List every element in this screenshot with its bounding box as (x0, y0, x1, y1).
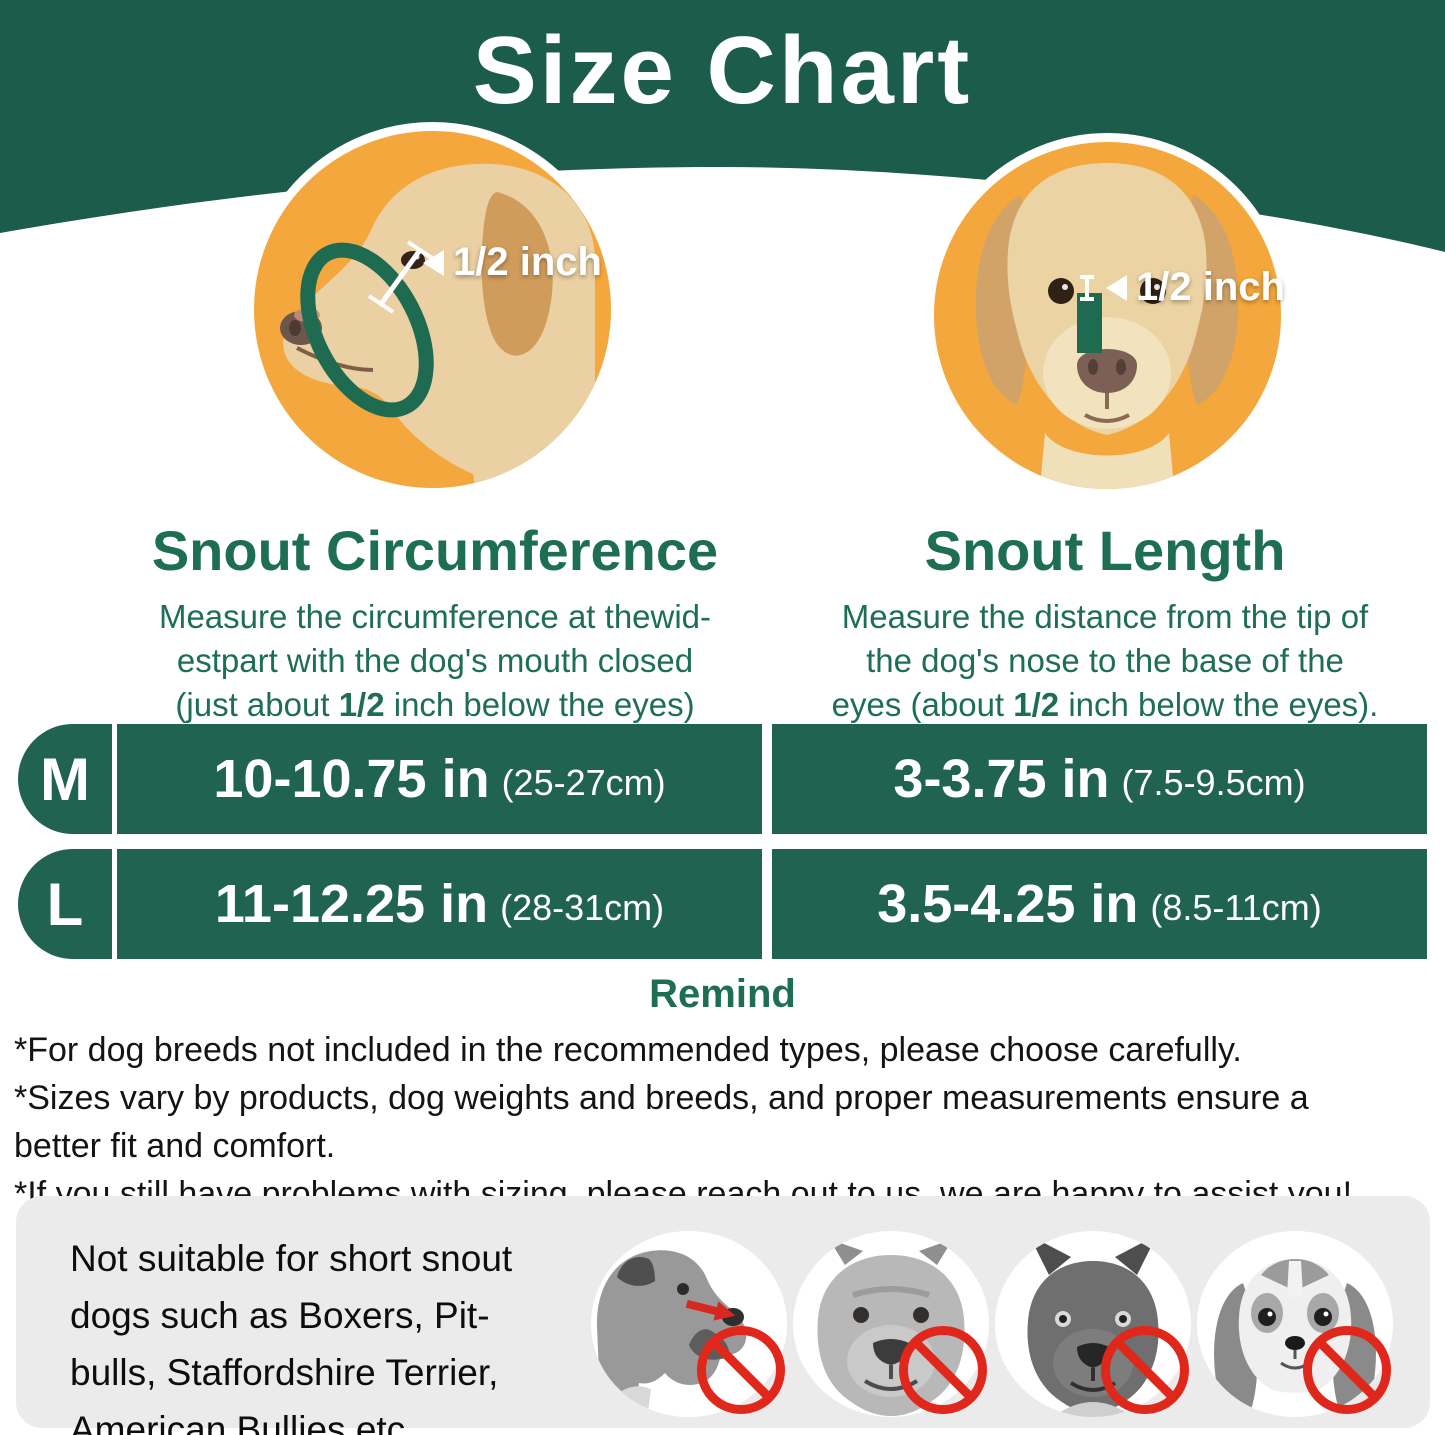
circumference-heading: Snout Circumference (151, 519, 719, 582)
size-label-l: L (18, 849, 112, 959)
remind-heading: Remind (649, 972, 796, 1016)
size-row-l: L 11-12.25 in (28-31cm) 3.5-4.25 in (8.5… (0, 849, 1445, 959)
page-title: Size Chart (472, 17, 973, 124)
arrow-left-icon (423, 249, 444, 276)
m-length-cell: 3-3.75 in (7.5-9.5cm) (772, 724, 1427, 834)
circumference-description: Measure the circumference at thewid- est… (158, 598, 712, 723)
prohibition-icon (697, 1326, 785, 1414)
note-2: *Sizes vary by products, dog weights and… (14, 1079, 1309, 1165)
snout-length-figure: 1/2 inch (925, 133, 1290, 498)
circumference-column: Snout Circumference Measure the circumfe… (40, 518, 830, 727)
length-description: Measure the distance from the tip of the… (831, 598, 1379, 723)
size-label-m: M (18, 724, 112, 834)
remind-notes: *For dog breeds not included in the reco… (14, 1026, 1438, 1218)
circumference-callout: 1/2 inch (423, 240, 602, 285)
m-circumference-cell: 10-10.75 in (25-27cm) (117, 724, 762, 834)
length-heading: Snout Length (924, 519, 1286, 582)
l-circumference-cell: 11-12.25 in (28-31cm) (117, 849, 762, 959)
length-callout: 1/2 inch (1077, 265, 1285, 310)
labrador-side-illustration (280, 163, 595, 488)
length-callout-label: 1/2 inch (1136, 265, 1285, 309)
measure-ibeam-icon (1080, 274, 1094, 301)
dog-front-photo-circle (925, 133, 1290, 498)
prohibition-icon (1101, 1326, 1189, 1414)
prohibition-icon (899, 1326, 987, 1414)
l-length-cell: 3.5-4.25 in (8.5-11cm) (772, 849, 1427, 959)
length-column: Snout Length Measure the distance from t… (800, 518, 1410, 727)
size-row-m: M 10-10.75 in (25-27cm) 3-3.75 in (7.5-9… (0, 724, 1445, 834)
circumference-callout-label: 1/2 inch (453, 240, 602, 284)
dog-side-photo-circle (245, 122, 620, 497)
warning-text: Not suitable for short snout dogs such a… (70, 1238, 513, 1435)
snout-circumference-figure: 1/2 inch (245, 122, 620, 497)
labrador-front-illustration (975, 163, 1239, 489)
arrow-left-icon (1106, 274, 1127, 301)
prohibition-icon (1303, 1326, 1391, 1414)
note-1: *For dog breeds not included in the reco… (14, 1031, 1242, 1069)
